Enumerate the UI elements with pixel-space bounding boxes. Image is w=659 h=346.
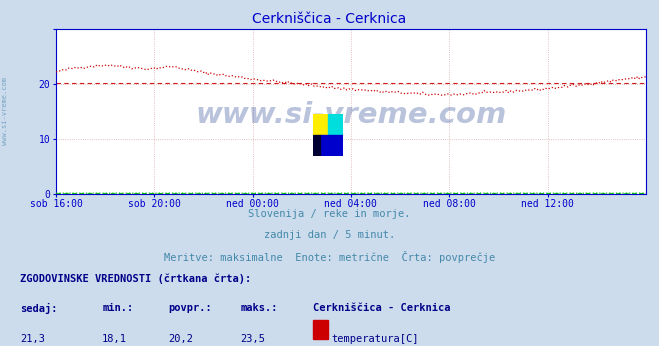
Text: sedaj:: sedaj: xyxy=(20,303,57,314)
Text: 18,1: 18,1 xyxy=(102,334,127,344)
Text: Meritve: maksimalne  Enote: metrične  Črta: povprečje: Meritve: maksimalne Enote: metrične Črta… xyxy=(164,251,495,263)
Bar xyxy=(313,114,328,135)
Text: temperatura[C]: temperatura[C] xyxy=(331,334,419,344)
Text: min.:: min.: xyxy=(102,303,133,313)
Polygon shape xyxy=(313,135,320,156)
Text: Slovenija / reke in morje.: Slovenija / reke in morje. xyxy=(248,209,411,219)
Text: www.si-vreme.com: www.si-vreme.com xyxy=(195,101,507,129)
Text: Cerkniščica - Cerknica: Cerkniščica - Cerknica xyxy=(313,303,451,313)
Text: zadnji dan / 5 minut.: zadnji dan / 5 minut. xyxy=(264,230,395,240)
Text: ZGODOVINSKE VREDNOSTI (črtkana črta):: ZGODOVINSKE VREDNOSTI (črtkana črta): xyxy=(20,273,251,284)
Bar xyxy=(328,114,343,135)
Text: www.si-vreme.com: www.si-vreme.com xyxy=(2,77,9,145)
Bar xyxy=(320,135,343,156)
Text: 21,3: 21,3 xyxy=(20,334,45,344)
Text: povpr.:: povpr.: xyxy=(168,303,212,313)
Text: Cerkniščica - Cerknica: Cerkniščica - Cerknica xyxy=(252,12,407,26)
Text: maks.:: maks.: xyxy=(241,303,278,313)
Text: 20,2: 20,2 xyxy=(168,334,193,344)
Text: 23,5: 23,5 xyxy=(241,334,266,344)
